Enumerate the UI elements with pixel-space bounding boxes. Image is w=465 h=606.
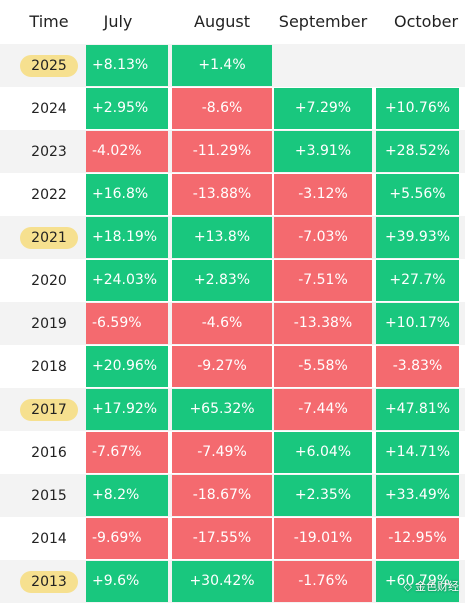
return-cell: +27.7% (376, 260, 459, 301)
return-cell: +16.8% (86, 174, 168, 215)
year-cell: 2021 (14, 216, 84, 259)
returns-table: 2025 +8.13% +1.4% 2024 +2.95% -8.6% +7.29% +10.… (0, 44, 465, 603)
year-label: 2018 (31, 358, 67, 375)
return-cell: +28.52% (376, 131, 459, 172)
return-cell: -13.38% (274, 303, 372, 344)
year-label: 2014 (31, 530, 67, 547)
return-cell: +6.04% (274, 432, 372, 473)
header-month-october: October (393, 12, 459, 31)
year-cell: 2025 (14, 44, 84, 87)
year-cell: 2018 (14, 345, 84, 388)
return-cell: +2.95% (86, 88, 168, 129)
watermark-text: 金色财经 (415, 580, 459, 593)
return-cell: +60.79% (376, 561, 459, 602)
return-cell: -4.6% (172, 303, 272, 344)
year-label: 2019 (31, 315, 67, 332)
return-cell: +39.93% (376, 217, 459, 258)
year-label: 2024 (31, 100, 67, 117)
return-cell: +24.03% (86, 260, 168, 301)
year-label-highlighted: 2013 (20, 570, 78, 593)
table-row: 2019 -6.59% -4.6% -13.38% +10.17% (0, 302, 465, 345)
year-label: 2016 (31, 444, 67, 461)
return-cell: +20.96% (86, 346, 168, 387)
return-cell: +5.56% (376, 174, 459, 215)
table-row: 2021 +18.19% +13.8% -7.03% +39.93% (0, 216, 465, 259)
return-cell: -5.58% (274, 346, 372, 387)
return-cell: -7.51% (274, 260, 372, 301)
table-header: Time July August September October (0, 0, 465, 44)
table-row: 2023 -4.02% -11.29% +3.91% +28.52% (0, 130, 465, 173)
year-label: 2022 (31, 186, 67, 203)
return-cell: +8.13% (86, 45, 168, 86)
year-cell: 2024 (14, 87, 84, 130)
return-cell: +14.71% (376, 432, 459, 473)
return-cell: -13.88% (172, 174, 272, 215)
header-month-july: July (103, 12, 133, 31)
return-cell: +8.2% (86, 475, 168, 516)
return-cell: -7.44% (274, 389, 372, 430)
return-cell: -19.01% (274, 518, 372, 559)
return-cell: -17.55% (172, 518, 272, 559)
return-cell: -11.29% (172, 131, 272, 172)
return-cell: -18.67% (172, 475, 272, 516)
return-cell: -3.12% (274, 174, 372, 215)
return-cell: +10.76% (376, 88, 459, 129)
table-row: 2014 -9.69% -17.55% -19.01% -12.95% (0, 517, 465, 560)
return-cell: -6.59% (86, 303, 168, 344)
year-label: 2020 (31, 272, 67, 289)
return-cell: +18.19% (86, 217, 168, 258)
year-cell: 2022 (14, 173, 84, 216)
table-row: 2020 +24.03% +2.83% -7.51% +27.7% (0, 259, 465, 302)
diamond-logo-icon: ◇ (403, 579, 412, 593)
return-cell: +7.29% (274, 88, 372, 129)
table-row: 2024 +2.95% -8.6% +7.29% +10.76% (0, 87, 465, 130)
return-cell: -9.69% (86, 518, 168, 559)
year-cell: 2023 (14, 130, 84, 173)
return-cell: -7.49% (172, 432, 272, 473)
return-cell: -1.76% (274, 561, 372, 602)
return-cell: +10.17% (376, 303, 459, 344)
year-label-highlighted: 2025 (20, 54, 78, 77)
return-cell: -8.6% (172, 88, 272, 129)
year-label: 2015 (31, 487, 67, 504)
table-row: 2017 +17.92% +65.32% -7.44% +47.81% (0, 388, 465, 431)
table-row: 2015 +8.2% -18.67% +2.35% +33.49% (0, 474, 465, 517)
table-row: 2016 -7.67% -7.49% +6.04% +14.71% (0, 431, 465, 474)
return-cell: -7.67% (86, 432, 168, 473)
year-cell: 2019 (14, 302, 84, 345)
watermark: ◇ 金色财经 (404, 578, 459, 594)
return-cell: +1.4% (172, 45, 272, 86)
table-row: 2022 +16.8% -13.88% -3.12% +5.56% (0, 173, 465, 216)
return-cell: -9.27% (172, 346, 272, 387)
return-cell: +33.49% (376, 475, 459, 516)
return-cell: -3.83% (376, 346, 459, 387)
year-cell: 2015 (14, 474, 84, 517)
return-cell: +65.32% (172, 389, 272, 430)
return-cell: +2.83% (172, 260, 272, 301)
year-cell: 2017 (14, 388, 84, 431)
header-month-august: August (194, 12, 250, 31)
return-cell: +17.92% (86, 389, 168, 430)
table-row: 2013 +9.6% +30.42% -1.76% +60.79% (0, 560, 465, 603)
return-cell: +47.81% (376, 389, 459, 430)
year-cell: 2016 (14, 431, 84, 474)
header-month-september: September (278, 12, 368, 31)
table-row: 2018 +20.96% -9.27% -5.58% -3.83% (0, 345, 465, 388)
return-cell: +9.6% (86, 561, 168, 602)
return-cell: +3.91% (274, 131, 372, 172)
return-cell: +13.8% (172, 217, 272, 258)
year-label: 2023 (31, 143, 67, 160)
return-cell: -7.03% (274, 217, 372, 258)
year-label-highlighted: 2017 (20, 398, 78, 421)
table-row: 2025 +8.13% +1.4% (0, 44, 465, 87)
year-label-highlighted: 2021 (20, 226, 78, 249)
return-cell: +2.35% (274, 475, 372, 516)
return-cell: +30.42% (172, 561, 272, 602)
year-cell: 2014 (14, 517, 84, 560)
header-time: Time (29, 12, 69, 31)
year-cell: 2013 (14, 560, 84, 603)
year-cell: 2020 (14, 259, 84, 302)
return-cell: -4.02% (86, 131, 168, 172)
return-cell: -12.95% (376, 518, 459, 559)
